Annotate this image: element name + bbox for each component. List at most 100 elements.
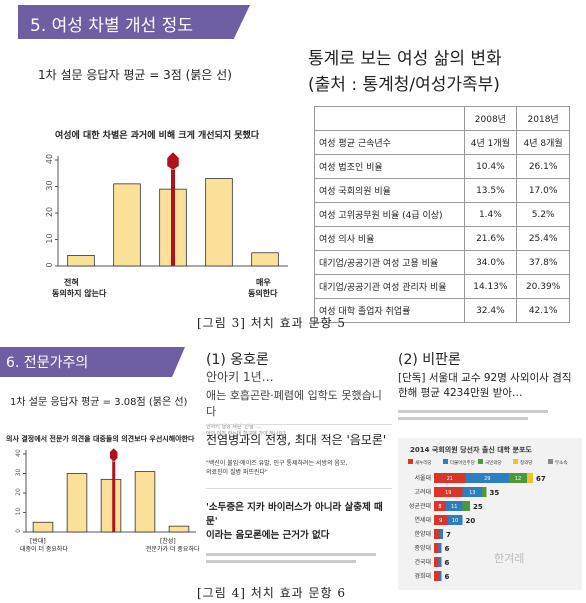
opposition-heading: (1) 옹호론 <box>206 352 269 368</box>
stats-row-value: 13.5% <box>463 178 518 203</box>
section6-banner-text: 6. 전문가주의 <box>6 355 89 371</box>
stacked-segment <box>462 501 470 511</box>
stacked-segment <box>509 473 527 483</box>
clip3-filler <box>206 553 376 556</box>
section5-right-label-2: 동의한다 <box>248 289 278 298</box>
clip1-line2: 애는 호흡곤란·폐렴에 입학도 못했습니다 <box>206 389 382 418</box>
stats-row-label: 여성 대학 졸업자 취업률 <box>314 298 465 323</box>
section5-bar-chart: 0 10 20 30 40 <box>45 151 288 268</box>
stacked-segment <box>447 515 463 525</box>
section5-left-label-2: 동의하지 않는다 <box>52 289 107 298</box>
clip3-headline-b: 이라는 음모론에는 근거가 없다 <box>206 530 330 541</box>
stacked-segment <box>434 501 446 511</box>
stacked-segment <box>462 487 482 497</box>
stats-table-row: 여성 국회의원 비율 13.5% 17.0% <box>314 178 570 203</box>
stats-row-value: 1.4% <box>463 202 518 227</box>
crit-filler-2 <box>398 417 528 420</box>
section6-bar-chart: 0 10 20 30 40 <box>15 447 196 533</box>
stats-row-value: 21.6% <box>463 226 518 251</box>
section6-chart-title: 의사 결정에서 전문가 의견을 대중들의 의견보다 우선시해야한다 <box>6 435 195 443</box>
stacked-segment <box>440 571 442 581</box>
segment-value: 11 <box>451 504 457 510</box>
segment-value: 21 <box>447 476 453 482</box>
university-label: 한양대 <box>414 530 431 538</box>
critique-watermark: 한겨레 <box>494 552 525 565</box>
section5-right-label-1: 매우 <box>256 278 271 287</box>
survey5-mean-marker-icon <box>166 151 180 171</box>
stacked-segment <box>434 543 439 553</box>
segment-value: 9 <box>439 518 442 524</box>
section6-left-label-2: 대중이 더 중요하다 <box>20 546 68 553</box>
survey6-y-tick-label: 0 <box>15 529 22 533</box>
section5-chart-title: 여성에 대한 차별은 과거에 비해 크게 개선되지 못했다 <box>55 131 260 141</box>
row-total: 6 <box>445 559 450 567</box>
survey5-y-tick-label: 40 <box>45 154 54 164</box>
survey5-bar <box>113 183 141 267</box>
stacked-segment <box>434 515 448 525</box>
row-total: 25 <box>473 503 483 511</box>
survey6-y-tick-label: 30 <box>15 469 22 477</box>
clip2-sub2: 의료진이 질병 퍼뜨린다" <box>206 469 268 476</box>
survey5-y-tick-label: 20 <box>45 207 54 217</box>
university-label: 서울대 <box>414 474 431 482</box>
stats-table-row: 여성 법조인 비율 10.4% 26.1% <box>314 154 570 179</box>
stats-table-row: 여성 고위공무원 비율 (4급 이상) 1.4% 5.2% <box>314 202 570 227</box>
stats-table-header: 2008년 2018년 <box>314 106 570 131</box>
segment-value: 12 <box>515 476 521 482</box>
survey6-mean-marker-icon <box>109 447 118 463</box>
stacked-segment <box>446 501 463 511</box>
stats-row-value: 32.4% <box>463 298 518 323</box>
row-total: 35 <box>490 489 500 497</box>
legend-swatch <box>478 459 483 464</box>
segment-value: 10 <box>452 518 458 524</box>
stats-row-label: 대기업/공공기관 여성 관리자 비율 <box>314 274 465 299</box>
stats-header-cell <box>314 106 465 131</box>
stacked-segment <box>434 487 463 497</box>
stacked-segment <box>527 473 533 483</box>
survey6-bar <box>134 471 156 533</box>
segment-value: 8 <box>438 504 441 510</box>
opposition-clipping-1: 안아키 1년… 애는 호흡곤란·폐렴에 입학도 못했습니다 안아키 행성 재판 … <box>206 368 392 437</box>
university-label: 연세대 <box>414 516 431 524</box>
stacked-segment <box>434 473 466 483</box>
university-label: 성균관대 <box>409 502 431 510</box>
opposition-clipping-2: 전염병과의 전쟁, 최대 적은 '음모론' "백신이 불임·에이즈 유발, 인구… <box>206 424 392 485</box>
opposition-clipping-3: '소두증은 지카 바이러스가 아니라 살충제 때문' 이라는 음모론에는 근거가… <box>206 488 392 581</box>
survey6-y-tick-label: 10 <box>15 508 22 516</box>
stats-row-label: 여성 국회의원 비율 <box>314 178 465 203</box>
critique-chart-panel: 2014 국회의원 당선자 출신 대학 분포도 새누리당 더불어민주당 국민의당 정의… <box>398 438 582 590</box>
stats-row-value: 34.0% <box>463 250 518 275</box>
row-total: 7 <box>446 531 451 539</box>
stats-row-value: 42.1% <box>516 298 570 323</box>
stats-header-cell: 2008년 <box>463 106 518 131</box>
critique-chart-title: 2014 국회의원 당선자 출신 대학 분포도 <box>410 446 532 454</box>
legend-swatch <box>513 459 518 464</box>
stats-table-row: 대기업/공공기관 여성 관리자 비율 14.13% 20.39% <box>314 274 570 299</box>
stats-row-value: 37.8% <box>516 250 570 275</box>
stats-table-row: 여성 평균 근속년수 4년 1개월 4년 8개월 <box>314 130 570 155</box>
stacked-segment <box>438 557 442 567</box>
crit-filler <box>398 410 548 413</box>
survey5-y-tick-label: 0 <box>45 262 54 267</box>
survey6-bar <box>32 521 54 533</box>
legend-swatch <box>408 459 413 464</box>
legend-label: 더불어민주당 <box>450 459 475 466</box>
row-total: 6 <box>445 573 450 581</box>
stacked-segment <box>440 529 443 539</box>
crit-headline-b: 한해 평균 4234만원 받아… <box>398 387 523 399</box>
survey5-bar <box>67 255 95 267</box>
legend-label: 국민의당 <box>485 459 502 466</box>
survey5-y-tick-label: 10 <box>45 233 54 243</box>
stats-row-value: 14.13% <box>463 274 518 299</box>
clip1-small2: 아이 이야 하는데 학교에 가야 하나요? <box>206 431 286 437</box>
survey6-bar <box>66 473 88 533</box>
survey5-bar <box>251 252 279 267</box>
clip3-headline-a: '소두증은 지카 바이러스가 아니라 살충제 때문' <box>206 502 383 527</box>
row-total: 67 <box>536 475 546 483</box>
survey6-bar <box>168 525 190 533</box>
stats-title-line1: 통계로 보는 여성 삶의 변화 <box>308 49 502 69</box>
survey6-bar <box>100 478 122 533</box>
survey6-y-tick-label: 20 <box>15 488 22 496</box>
crit-headline-a: [단독] 서울대 교수 92명 사외이사 겸직 <box>398 372 572 384</box>
